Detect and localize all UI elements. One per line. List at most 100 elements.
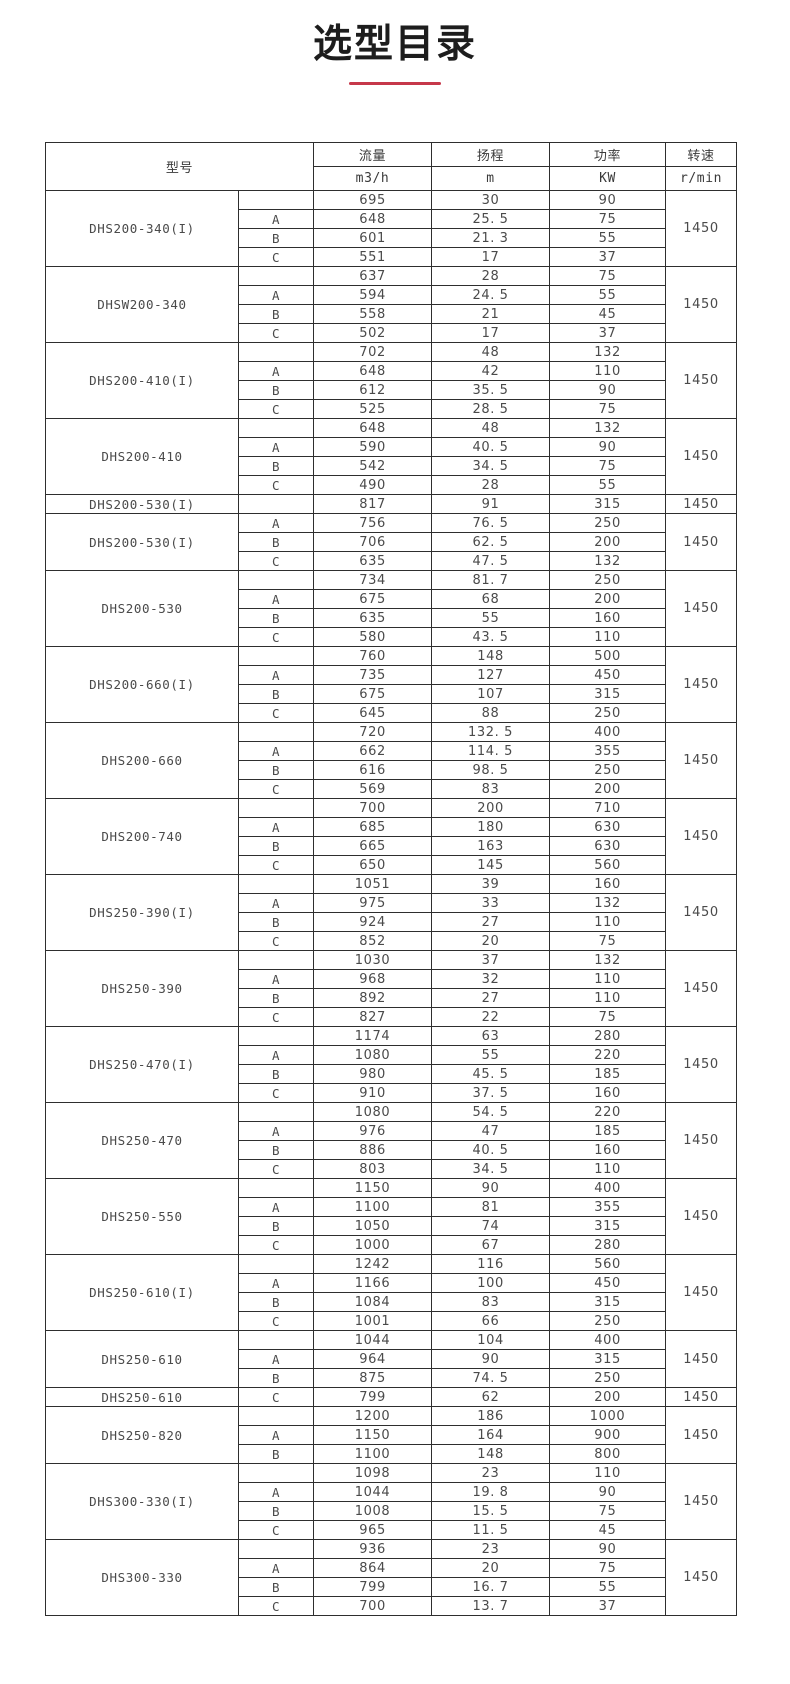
cell-speed: 1450 bbox=[665, 1387, 738, 1407]
table-row: C 700 13. 7 37 bbox=[46, 1596, 737, 1616]
cell-variant: A bbox=[237, 1482, 315, 1502]
cell-head: 74 bbox=[431, 1216, 551, 1236]
cell-head: 145 bbox=[431, 855, 551, 875]
table-row: DHS200-530(I) A 756 76. 5 250 1450 bbox=[45, 513, 738, 571]
cell-flow: 734 bbox=[313, 570, 433, 590]
cell-flow: 1008 bbox=[313, 1501, 433, 1521]
cell-variant: A bbox=[237, 589, 315, 609]
cell-speed: 1450 bbox=[665, 494, 738, 514]
cell-power: 250 bbox=[549, 513, 667, 533]
cell-power: 500 bbox=[549, 646, 667, 666]
column-header-model: 型号 bbox=[44, 142, 315, 191]
cell-power: 200 bbox=[549, 532, 667, 552]
cell-power: 110 bbox=[549, 361, 667, 381]
table-row: DHS250-470 1080 54. 5 220 1450 bbox=[45, 1102, 738, 1179]
cell-variant: C bbox=[237, 703, 315, 723]
cell-flow: 645 bbox=[313, 703, 433, 723]
cell-head: 40. 5 bbox=[431, 437, 551, 457]
table-row: DHS250-610(I) 1242 116 560 1450 bbox=[45, 1254, 738, 1331]
cell-flow: 936 bbox=[313, 1539, 433, 1559]
cell-model: DHS250-820 bbox=[45, 1406, 239, 1464]
column-header-flow: 流量 bbox=[313, 142, 433, 167]
cell-flow: 590 bbox=[313, 437, 433, 457]
cell-flow: 700 bbox=[313, 1596, 433, 1616]
cell-variant: C bbox=[237, 1235, 315, 1255]
cell-variant: B bbox=[237, 836, 315, 856]
cell-variant: A bbox=[237, 361, 315, 381]
cell-head: 63 bbox=[431, 1026, 551, 1046]
unit-header-head: m bbox=[431, 166, 551, 191]
table-row: DHS250-550 1150 90 400 1450 bbox=[45, 1178, 738, 1255]
table-row: A 1166 100 450 bbox=[46, 1273, 737, 1293]
cell-head: 98. 5 bbox=[431, 760, 551, 780]
cell-flow: 852 bbox=[313, 931, 433, 951]
cell-head: 35. 5 bbox=[431, 380, 551, 400]
cell-head: 20 bbox=[431, 931, 551, 951]
table-row: DHS200-530(I) 817 91 315 1450 bbox=[45, 494, 738, 514]
cell-head: 40. 5 bbox=[431, 1140, 551, 1160]
cell-power: 560 bbox=[549, 1254, 667, 1274]
cell-power: 37 bbox=[549, 247, 667, 267]
cell-power: 250 bbox=[549, 1368, 667, 1388]
cell-power: 630 bbox=[549, 817, 667, 837]
cell-flow: 648 bbox=[313, 209, 433, 229]
table-row: DHS250-390 1030 37 132 1450 bbox=[45, 950, 738, 1027]
table-row: A 685 180 630 bbox=[46, 817, 737, 837]
cell-model: DHS250-390 bbox=[45, 950, 239, 1027]
cell-head: 37 bbox=[431, 950, 551, 970]
table-row: B 1100 148 800 bbox=[46, 1444, 737, 1464]
table-row: DHS200-530 734 81. 7 250 1450 bbox=[45, 570, 738, 647]
cell-flow: 558 bbox=[313, 304, 433, 324]
cell-flow: 1150 bbox=[313, 1425, 433, 1445]
table-row: DHSW200-340 637 28 75 1450 bbox=[45, 266, 738, 343]
cell-power: 400 bbox=[549, 1330, 667, 1350]
cell-variant: B bbox=[237, 1140, 315, 1160]
table-row: C 525 28. 5 75 bbox=[46, 399, 737, 419]
cell-model: DHS200-340(I) bbox=[45, 190, 239, 267]
cell-power: 110 bbox=[549, 627, 667, 647]
cell-flow: 662 bbox=[313, 741, 433, 761]
cell-head: 62 bbox=[431, 1387, 551, 1407]
cell-flow: 1166 bbox=[313, 1273, 433, 1293]
cell-head: 32 bbox=[431, 969, 551, 989]
cell-variant: A bbox=[237, 1558, 315, 1578]
table-row: C 551 17 37 bbox=[46, 247, 737, 267]
cell-speed: 1450 bbox=[665, 1539, 738, 1616]
cell-variant: C bbox=[237, 1520, 315, 1540]
cell-variant: A bbox=[237, 513, 315, 533]
table-row: B 1084 83 315 bbox=[46, 1292, 737, 1312]
cell-flow: 700 bbox=[313, 798, 433, 818]
cell-flow: 675 bbox=[313, 684, 433, 704]
cell-power: 37 bbox=[549, 323, 667, 343]
cell-variant bbox=[237, 1330, 315, 1350]
cell-head: 81 bbox=[431, 1197, 551, 1217]
cell-power: 132 bbox=[549, 893, 667, 913]
table-row: B 558 21 45 bbox=[46, 304, 737, 324]
table-row: B 616 98. 5 250 bbox=[46, 760, 737, 780]
cell-power: 900 bbox=[549, 1425, 667, 1445]
cell-head: 186 bbox=[431, 1406, 551, 1426]
cell-power: 630 bbox=[549, 836, 667, 856]
table-row: A 1044 19. 8 90 bbox=[46, 1482, 737, 1502]
cell-head: 114. 5 bbox=[431, 741, 551, 761]
cell-flow: 760 bbox=[313, 646, 433, 666]
cell-head: 163 bbox=[431, 836, 551, 856]
cell-power: 90 bbox=[549, 1482, 667, 1502]
table-body: DHS200-340(I) 695 30 90 1450 A 648 25. 5 75 B 601 2… bbox=[45, 190, 738, 1616]
cell-flow: 968 bbox=[313, 969, 433, 989]
cell-power: 200 bbox=[549, 589, 667, 609]
cell-speed: 1450 bbox=[665, 418, 738, 495]
cell-flow: 1080 bbox=[313, 1045, 433, 1065]
cell-model: DHS250-610(I) bbox=[45, 1254, 239, 1331]
cell-speed: 1450 bbox=[665, 190, 738, 267]
table-row: A 1080 55 220 bbox=[46, 1045, 737, 1065]
cell-flow: 799 bbox=[313, 1577, 433, 1597]
table-row: B 1050 74 315 bbox=[46, 1216, 737, 1236]
table-row: A 1100 81 355 bbox=[46, 1197, 737, 1217]
cell-variant: B bbox=[237, 1292, 315, 1312]
cell-variant: A bbox=[237, 1425, 315, 1445]
cell-head: 42 bbox=[431, 361, 551, 381]
cell-speed: 1450 bbox=[665, 950, 738, 1027]
cell-power: 220 bbox=[549, 1102, 667, 1122]
cell-flow: 490 bbox=[313, 475, 433, 495]
